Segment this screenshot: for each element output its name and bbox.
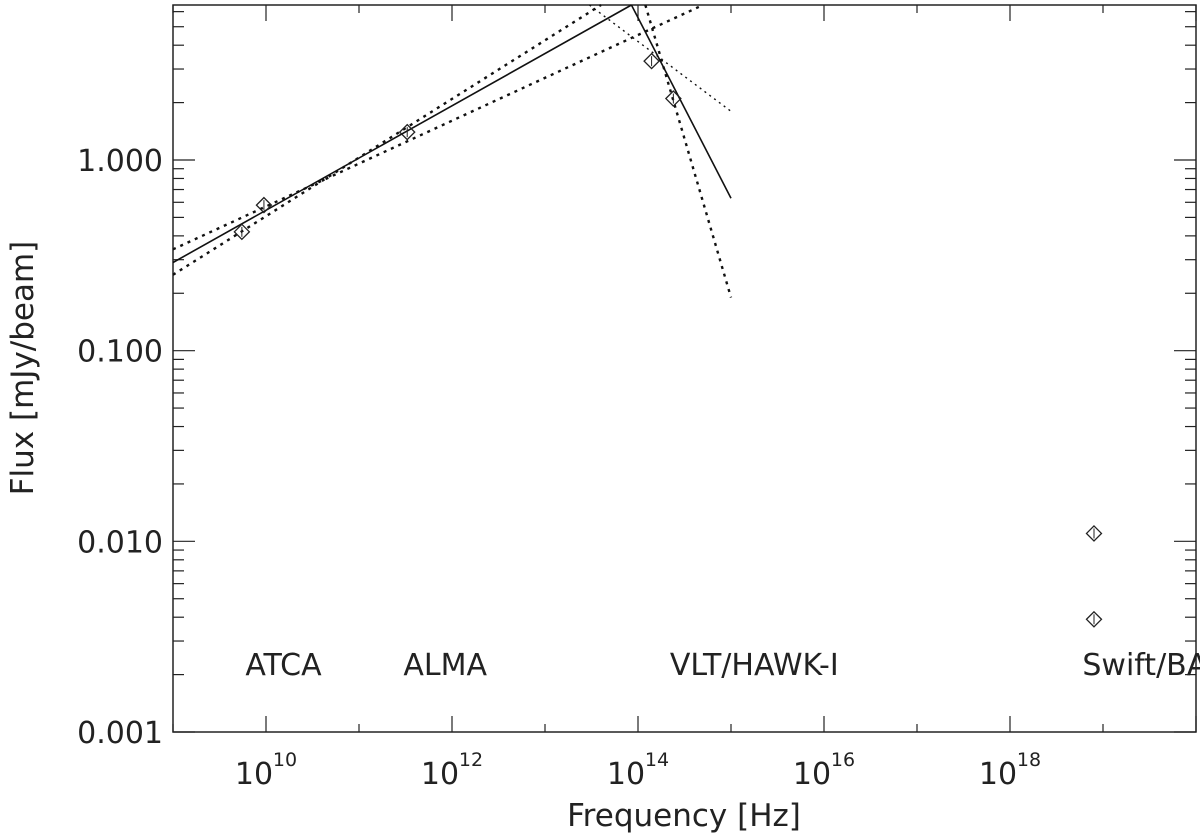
data-point bbox=[1085, 610, 1103, 628]
data-point bbox=[255, 196, 273, 214]
x-tick-exponent: 10 bbox=[273, 749, 297, 771]
y-tick-label: 1.000 bbox=[77, 144, 163, 179]
annotation-label: VLT/HAWK-I bbox=[670, 648, 839, 683]
x-tick-label: 10 bbox=[421, 757, 459, 792]
x-tick-label: 10 bbox=[235, 757, 273, 792]
fit-line-dotted-fine bbox=[588, 4, 732, 112]
plot-frame bbox=[172, 4, 1197, 733]
data-point bbox=[398, 123, 416, 141]
fit-line-dotted bbox=[644, 4, 733, 298]
x-tick-exponent: 14 bbox=[645, 749, 669, 771]
y-axis-label: Flux [mJy/beam] bbox=[5, 241, 41, 496]
x-tick-exponent: 12 bbox=[459, 749, 483, 771]
y-tick-label: 0.001 bbox=[77, 716, 163, 751]
annotation-label: ALMA bbox=[403, 648, 487, 683]
model-lines bbox=[172, 3, 733, 298]
axis-ticks bbox=[172, 5, 1197, 733]
fit-line-dotted bbox=[172, 3, 704, 251]
y-tick-label: 0.100 bbox=[77, 335, 163, 370]
x-tick-exponent: 16 bbox=[831, 749, 855, 771]
data-points bbox=[233, 52, 1103, 628]
x-tick-label: 10 bbox=[793, 757, 831, 792]
x-tick-label: 10 bbox=[607, 757, 645, 792]
data-point bbox=[664, 90, 682, 107]
y-tick-label: 0.010 bbox=[77, 525, 163, 560]
x-tick-label: 10 bbox=[979, 757, 1017, 792]
annotation-label: Swift/BAT bbox=[1082, 648, 1200, 683]
data-point bbox=[233, 223, 251, 241]
x-axis-label: Frequency [Hz] bbox=[567, 798, 801, 834]
instrument-labels: ATCA ALMA VLT/HAWK-I Swift/BAT bbox=[245, 648, 1200, 683]
fit-line-solid bbox=[630, 4, 732, 199]
x-tick-exponent: 18 bbox=[1017, 749, 1041, 771]
data-point bbox=[643, 52, 661, 70]
annotation-label: ATCA bbox=[245, 648, 322, 683]
data-point bbox=[1085, 525, 1103, 542]
